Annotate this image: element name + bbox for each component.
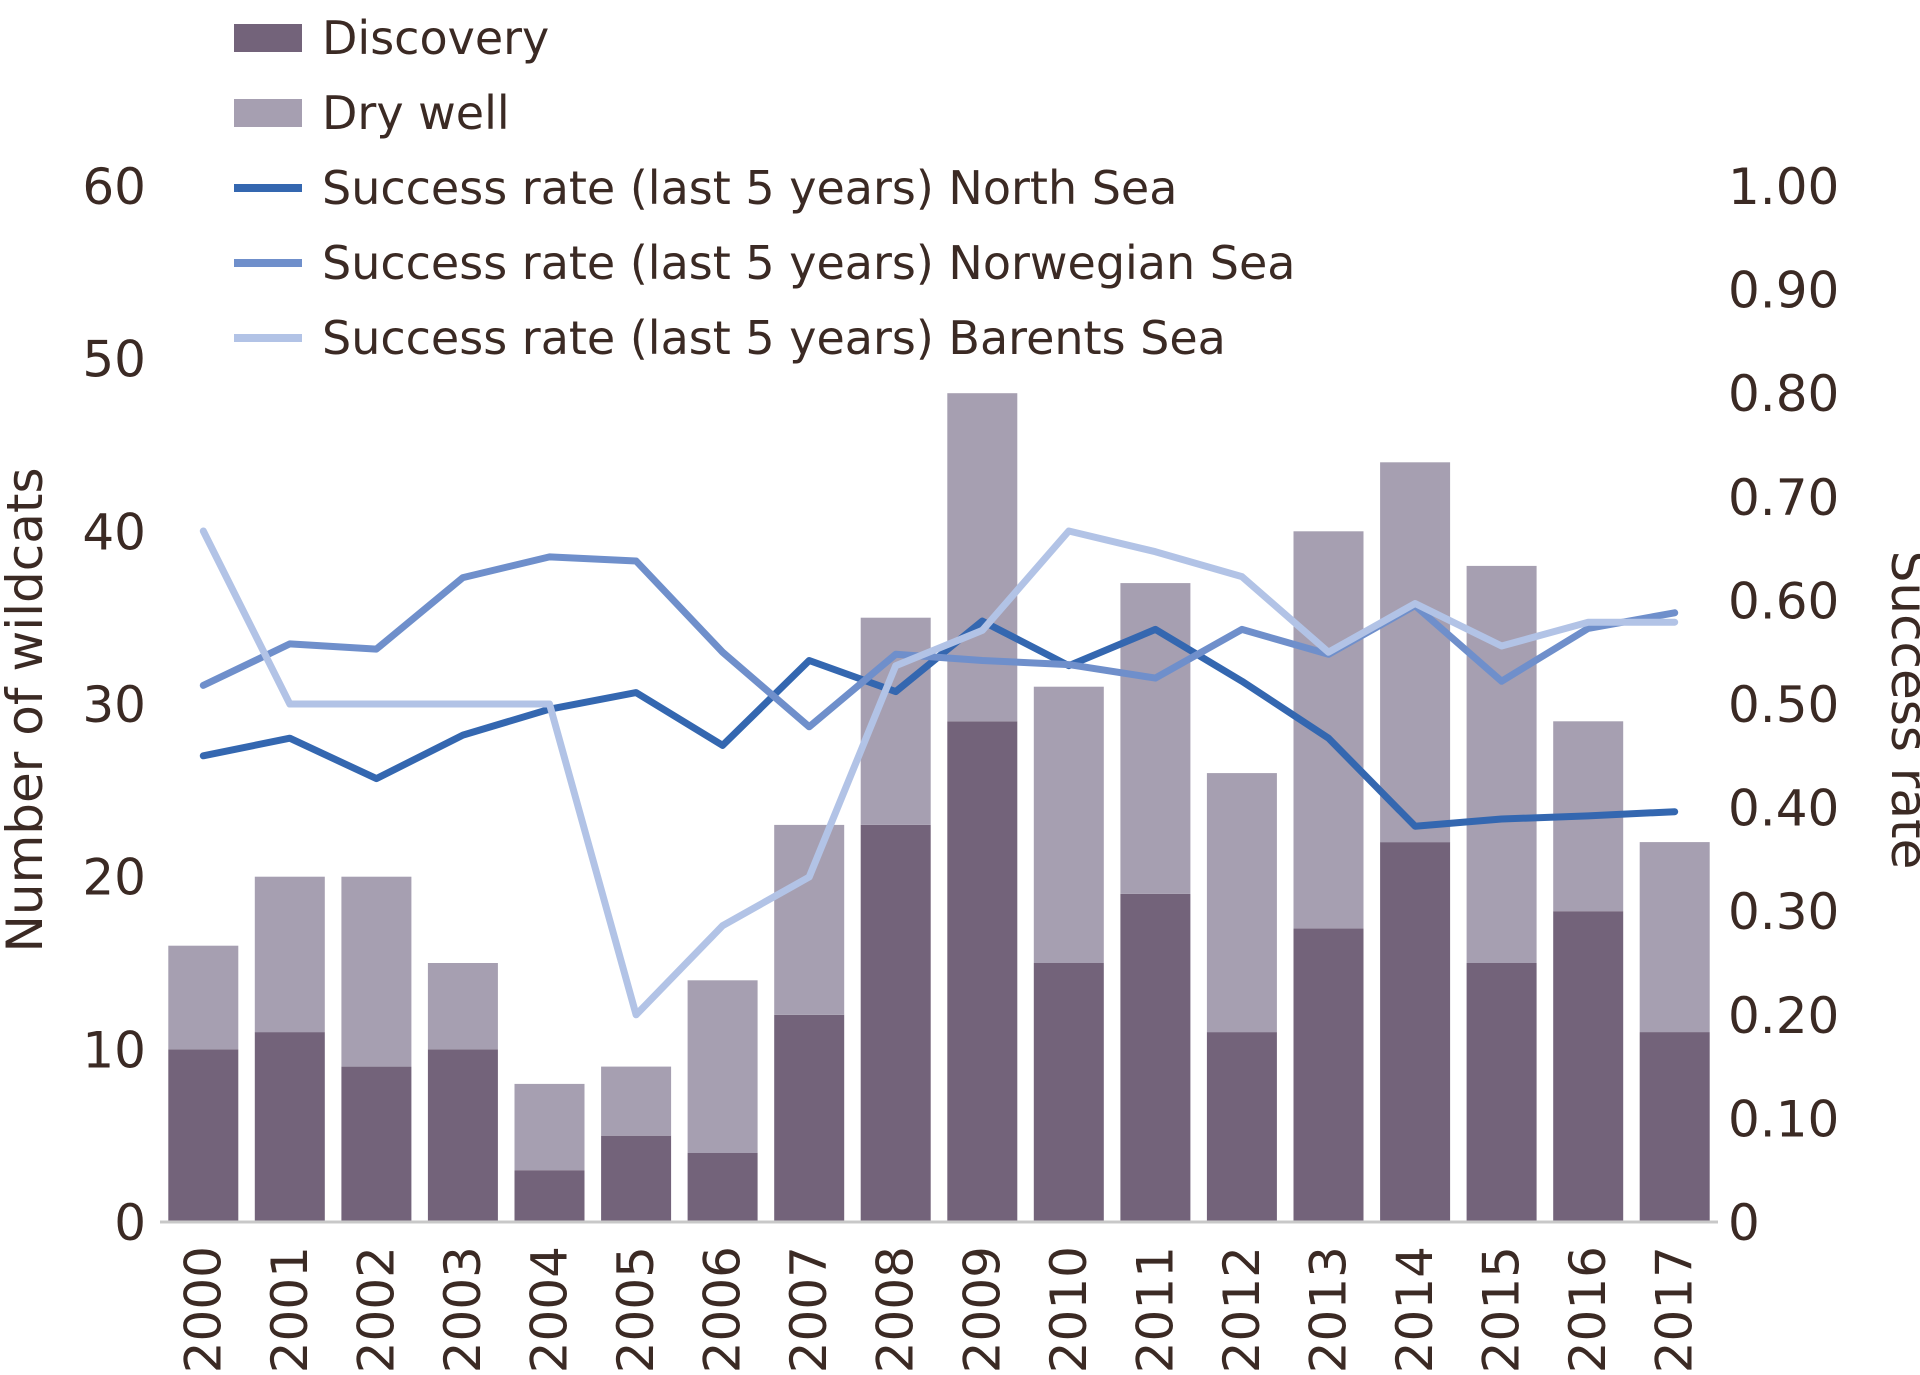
x-tick-label-2001: 2001 (261, 1246, 319, 1373)
y-axis-title: Number of wildcats (0, 467, 54, 952)
bar-dry-well-2017 (1639, 842, 1710, 1032)
x-tick-label-2008: 2008 (867, 1246, 925, 1373)
y2-tick-label: 0.70 (1728, 469, 1839, 527)
y2-tick-label: 0.60 (1728, 572, 1839, 630)
y-tick-label: 20 (82, 849, 146, 907)
bar-discovery-2014 (1380, 842, 1451, 1222)
y2-tick-label: 0.90 (1728, 262, 1839, 320)
y2-tick-label: 0.80 (1728, 365, 1839, 423)
bar-dry-well-2001 (254, 876, 325, 1033)
y2-axis-title: Success rate (1880, 551, 1920, 870)
x-tick-label-2003: 2003 (434, 1246, 492, 1373)
legend-swatch-dry-well (234, 99, 302, 127)
bar-discovery-2008 (860, 824, 931, 1222)
x-tick-label-2004: 2004 (521, 1246, 579, 1373)
y2-tick-label: 0.30 (1728, 883, 1839, 941)
bar-discovery-2001 (254, 1032, 325, 1222)
bar-discovery-2010 (1033, 963, 1104, 1222)
x-tick-label-2017: 2017 (1646, 1246, 1704, 1373)
bar-dry-well-2010 (1033, 686, 1104, 963)
x-tick-label-2010: 2010 (1040, 1246, 1098, 1373)
legend-label-success-rate-last-5-years-norwegian-sea: Success rate (last 5 years) Norwegian Se… (322, 236, 1295, 290)
x-tick-label-2016: 2016 (1559, 1246, 1617, 1373)
x-tick-label-2005: 2005 (607, 1246, 665, 1373)
bar-dry-well-2015 (1466, 565, 1537, 963)
bar-dry-well-2006 (687, 980, 758, 1153)
bar-discovery-2016 (1553, 911, 1624, 1222)
legend-swatch-discovery (234, 24, 302, 52)
bar-dry-well-2003 (427, 963, 498, 1050)
bar-dry-well-2004 (514, 1083, 585, 1171)
y2-tick-label: 0 (1728, 1194, 1760, 1252)
bar-dry-well-2012 (1206, 773, 1277, 1033)
right-axis-ticks: 0 0.10 0.20 0.30 0.40 0.50 0.60 0.70 0.80 0.90 1.0… (1728, 158, 1839, 1252)
lines-group (199, 527, 1679, 1019)
bar-dry-well-2014 (1380, 462, 1451, 843)
x-tick-label-2002: 2002 (347, 1246, 405, 1373)
line-success-rate-last-5-years-barents-sea (199, 527, 1679, 1019)
y-tick-label: 60 (82, 158, 146, 216)
bar-dry-well-2013 (1293, 531, 1364, 929)
bar-dry-well-2007 (774, 824, 845, 1015)
y2-tick-label: 1.00 (1728, 158, 1839, 216)
x-axis-ticks: 2000 2001 2002 2003 2004 2005 2006 2007 2008 2009… (174, 1246, 1703, 1373)
bar-dry-well-2011 (1120, 583, 1191, 894)
x-tick-label-2000: 2000 (174, 1246, 232, 1373)
bar-discovery-2000 (168, 1049, 239, 1222)
legend: Discovery Dry well Success rate (last 5 ye… (234, 11, 1295, 365)
bar-discovery-2013 (1293, 928, 1364, 1222)
y-tick-label: 50 (82, 331, 146, 389)
legend-label-success-rate-last-5-years-north-sea: Success rate (last 5 years) North Sea (322, 161, 1177, 215)
x-tick-label-2013: 2013 (1300, 1246, 1358, 1373)
y-tick-label: 0 (114, 1194, 146, 1252)
bar-discovery-2009 (947, 721, 1018, 1222)
legend-label-discovery: Discovery (322, 11, 549, 65)
y2-tick-label: 0.10 (1728, 1090, 1839, 1148)
y-tick-label: 40 (82, 503, 146, 561)
legend-label-success-rate-last-5-years-barents-sea: Success rate (last 5 years) Barents Sea (322, 311, 1226, 365)
y-tick-label: 10 (82, 1021, 146, 1079)
bar-discovery-2002 (341, 1066, 412, 1222)
x-tick-label-2009: 2009 (953, 1246, 1011, 1373)
bar-discovery-2006 (687, 1152, 758, 1222)
y2-tick-label: 0.20 (1728, 987, 1839, 1045)
y2-tick-label: 0.50 (1728, 676, 1839, 734)
left-axis-ticks: 0 10 20 30 40 50 60 (82, 158, 146, 1252)
bar-discovery-2015 (1466, 963, 1537, 1222)
bar-discovery-2012 (1206, 1032, 1277, 1222)
y-tick-label: 30 (82, 676, 146, 734)
bars-group (168, 393, 1710, 1222)
bar-dry-well-2002 (341, 876, 412, 1067)
bar-dry-well-2005 (601, 1066, 672, 1136)
x-tick-label-2007: 2007 (780, 1246, 838, 1373)
bar-discovery-2005 (601, 1135, 672, 1222)
x-tick-label-2006: 2006 (694, 1246, 752, 1373)
bar-discovery-2004 (514, 1170, 585, 1222)
x-tick-label-2011: 2011 (1126, 1246, 1184, 1373)
bar-discovery-2017 (1639, 1032, 1710, 1222)
line-success-rate-last-5-years-norwegian-sea (199, 553, 1679, 731)
y2-tick-label: 0.40 (1728, 780, 1839, 838)
bar-discovery-2003 (427, 1049, 498, 1222)
line-success-rate-last-5-years-north-sea (199, 617, 1679, 830)
x-tick-label-2012: 2012 (1213, 1246, 1271, 1373)
bar-discovery-2007 (774, 1014, 845, 1222)
legend-label-dry-well: Dry well (322, 86, 510, 140)
bar-dry-well-2000 (168, 945, 239, 1050)
x-tick-label-2015: 2015 (1473, 1246, 1531, 1373)
bar-dry-well-2009 (947, 393, 1018, 722)
x-tick-label-2014: 2014 (1386, 1246, 1444, 1373)
bar-discovery-2011 (1120, 893, 1191, 1222)
